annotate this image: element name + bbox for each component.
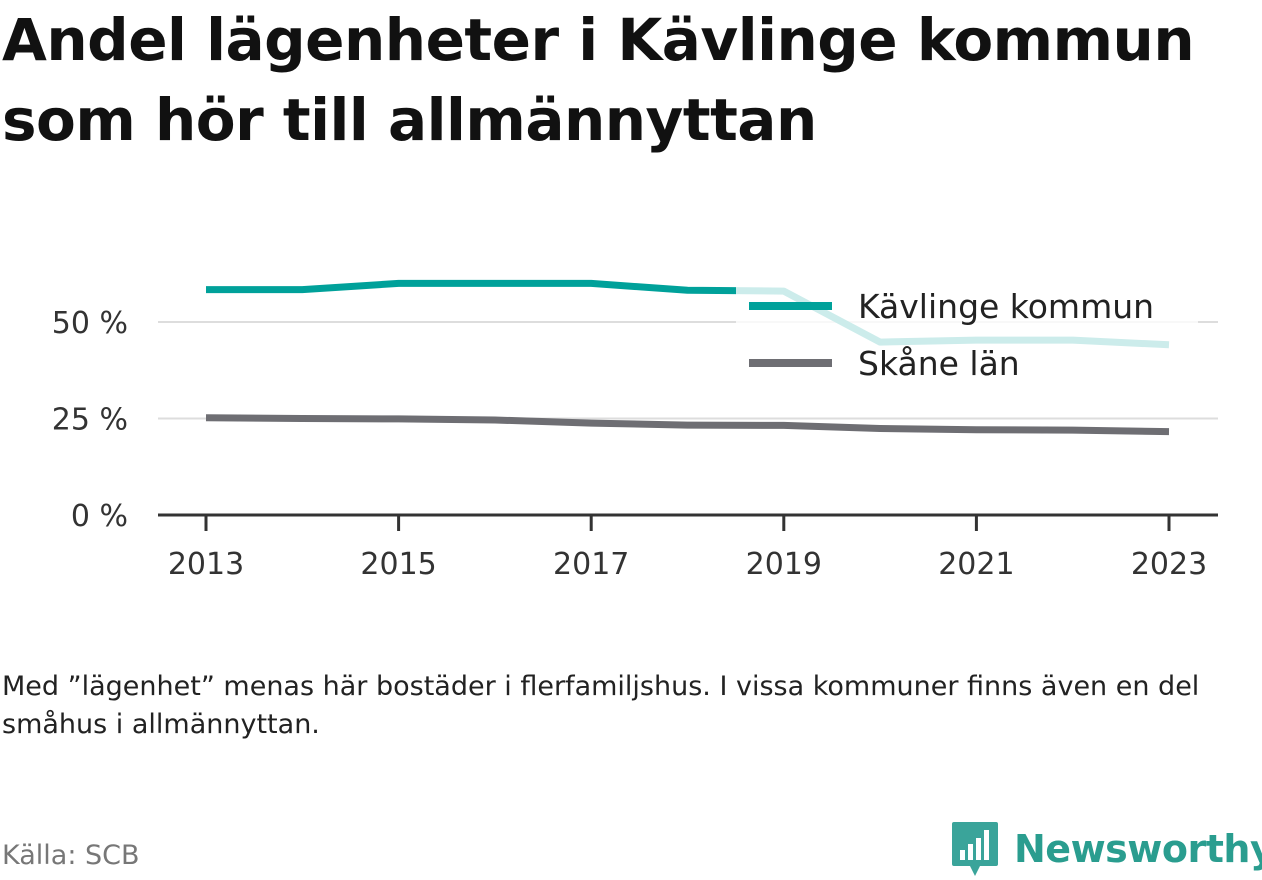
x-tick-label: 2013 xyxy=(168,547,244,582)
y-tick-label: 50 % xyxy=(52,306,128,341)
series-line-skane xyxy=(205,414,1170,436)
footnote: Med ”lägenhet” menas här bostäder i fler… xyxy=(2,671,1200,740)
x-tick-label: 2023 xyxy=(1131,547,1207,582)
brand-logo[interactable]: Newsworthy xyxy=(950,818,1262,880)
x-tick-label: 2021 xyxy=(938,547,1014,582)
x-tick-label: 2019 xyxy=(746,547,822,582)
x-tick-label: 2017 xyxy=(553,547,629,582)
x-tick-label: 2015 xyxy=(360,547,436,582)
legend-label: Kävlinge kommun xyxy=(858,287,1154,326)
line-chart: 0 % 25 % 50 % 2013 2015 2017 2019 2021 2023 Käv… xyxy=(51,272,1218,582)
source-label: Källa: SCB xyxy=(2,840,140,871)
brand-name: Newsworthy xyxy=(1014,827,1262,871)
y-tick-label: 0 % xyxy=(71,499,128,534)
chart-title: Andel lägenheter i Kävlinge kommun som h… xyxy=(2,6,1195,154)
legend-label: Skåne län xyxy=(858,344,1020,383)
y-tick-label: 25 % xyxy=(52,403,128,438)
legend-background xyxy=(736,272,1198,390)
x-axis: 2013 2015 2017 2019 2021 2023 xyxy=(158,513,1218,582)
bar-chart-speech-bubble-icon xyxy=(952,822,998,876)
legend: Kävlinge kommun Skåne län xyxy=(736,272,1198,390)
y-axis-ticks: 0 % 25 % 50 % xyxy=(52,306,128,534)
